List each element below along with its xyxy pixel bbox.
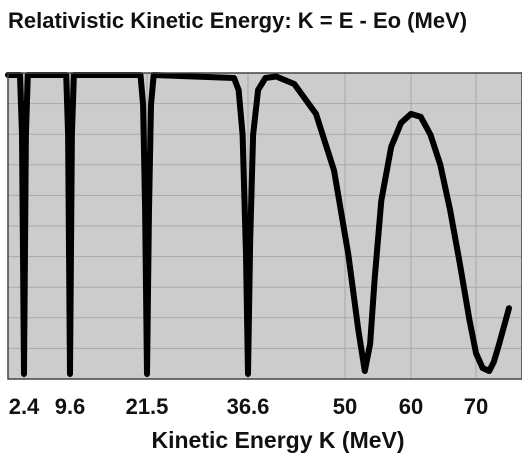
x-tick-label: 2.4	[9, 394, 40, 419]
x-tick-labels: 2.4 9.6 21.5 36.6 50 60 70	[9, 394, 489, 419]
x-axis-label: Kinetic Energy K (MeV)	[151, 427, 404, 453]
x-tick-label: 21.5	[126, 394, 169, 419]
x-tick-label: 36.6	[227, 394, 270, 419]
plot-frame	[7, 72, 522, 380]
kinetic-energy-curve	[5, 72, 512, 377]
x-tick-label: 9.6	[55, 394, 86, 419]
x-tick-label: 50	[333, 394, 357, 419]
chart-title: Relativistic Kinetic Energy: K = E - Eo …	[8, 8, 467, 33]
x-tick-label: 60	[399, 394, 423, 419]
x-tick-label: 70	[464, 394, 488, 419]
grid-lines	[8, 73, 522, 379]
